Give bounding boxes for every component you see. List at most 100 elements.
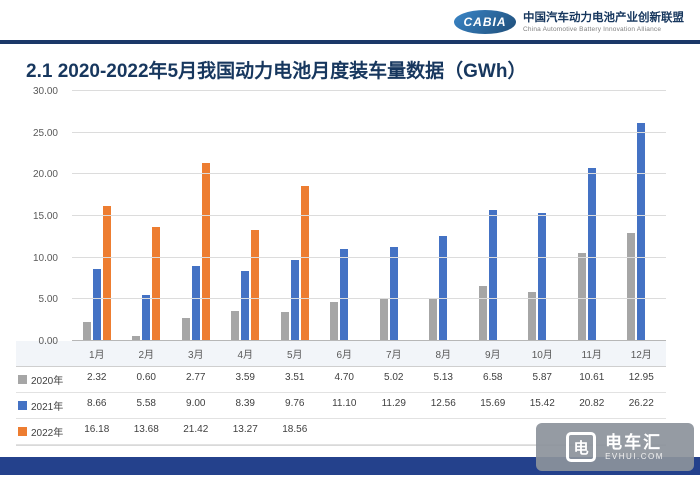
value-cell <box>369 419 419 444</box>
bar <box>191 266 200 341</box>
y-tick-label: 0.00 <box>38 336 58 347</box>
bar <box>102 206 111 341</box>
month-label: 6月 <box>336 350 353 361</box>
value-cell: 5.13 <box>433 372 453 383</box>
bar-group <box>518 91 568 341</box>
bar-group <box>320 91 370 341</box>
bar <box>577 252 586 341</box>
bar <box>82 321 91 341</box>
cabia-logo-icon: CABIA <box>454 10 516 34</box>
page-title: 2.1 2020-2022年5月我国动力电池月度装车量数据（GWh） <box>26 61 527 82</box>
bar-groups <box>72 91 666 341</box>
bar-group <box>72 91 122 341</box>
bar-group <box>122 91 172 341</box>
bar <box>290 259 299 341</box>
value-cell: 9.00 <box>186 398 206 409</box>
bar <box>201 162 210 341</box>
org-name-block: 中国汽车动力电池产业创新联盟 China Automotive Battery … <box>523 11 684 34</box>
value-cell: 5.87 <box>532 372 552 383</box>
y-axis-labels: 0.00 5.00 10.00 15.00 20.00 25.00 30.00 <box>16 86 64 347</box>
bar <box>92 268 101 341</box>
value-cell: 5.58 <box>136 398 156 409</box>
month-label: 7月 <box>385 350 402 361</box>
table-row: 2022年 16.18 13.68 21.42 13.27 18.56 <box>16 419 666 445</box>
month-label: 5月 <box>286 350 303 361</box>
bar <box>280 311 289 341</box>
top-divider <box>0 40 700 44</box>
gridline <box>72 340 666 341</box>
series-label-cell: 2021年 <box>16 393 72 418</box>
value-cell: 20.82 <box>579 398 605 409</box>
month-label: 3月 <box>187 350 204 361</box>
data-table: 1月 2月 3月 4月 5月 6月 7月 8月 9月 10月 11月 12月 2020年 2.32 0.60… <box>16 341 666 446</box>
watermark-brand: 电车汇 <box>605 432 663 452</box>
watermark-text: 电车汇 EVHUI.COM <box>605 433 664 462</box>
value-cell: 12.95 <box>628 372 654 383</box>
bar-group <box>221 91 271 341</box>
value-cell: 4.70 <box>334 372 354 383</box>
legend-swatch <box>18 401 27 410</box>
cabia-logo: CABIA 中国汽车动力电池产业创新联盟 China Automotive Ba… <box>454 10 684 34</box>
y-tick-label: 25.00 <box>32 127 58 139</box>
value-cell: 11.29 <box>381 398 406 409</box>
table-row: 2021年 8.66 5.58 9.00 8.39 9.76 11.10 11.29 12.56… <box>16 393 666 419</box>
value-cell: 21.42 <box>183 424 209 435</box>
bar <box>478 286 487 341</box>
bar <box>439 236 448 341</box>
bar <box>340 248 349 341</box>
value-cell: 6.58 <box>483 372 503 383</box>
bar <box>587 167 596 341</box>
value-cell: 11.10 <box>332 398 357 409</box>
y-tick-label: 30.00 <box>32 86 58 97</box>
value-cell: 3.59 <box>235 372 255 383</box>
bar <box>142 294 151 341</box>
bar <box>181 317 190 341</box>
table-header-row: 1月 2月 3月 4月 5月 6月 7月 8月 9月 10月 11月 12月 <box>16 341 666 367</box>
bar <box>379 299 388 341</box>
footer-bar <box>0 457 700 475</box>
gridline <box>72 90 666 91</box>
org-name-cn: 中国汽车动力电池产业创新联盟 <box>523 11 684 24</box>
bar <box>389 246 398 341</box>
org-name-en: China Automotive Battery Innovation Alli… <box>523 25 662 33</box>
bar-group <box>270 91 320 341</box>
value-cell: 2.32 <box>87 372 107 383</box>
bar-group <box>617 91 667 341</box>
bar <box>152 227 161 341</box>
month-label: 1月 <box>88 350 105 361</box>
watermark-domain: EVHUI.COM <box>605 452 664 462</box>
bar <box>330 301 339 341</box>
month-label: 11月 <box>581 350 602 361</box>
value-cell: 15.42 <box>529 398 555 409</box>
bar <box>132 336 141 341</box>
watermark: 电 电车汇 EVHUI.COM <box>536 423 694 471</box>
bar-group <box>567 91 617 341</box>
table-row: 2020年 2.32 0.60 2.77 3.59 3.51 4.70 5.02 5.13 6.5… <box>16 367 666 393</box>
series-name: 2022年 <box>31 428 64 439</box>
legend-swatch <box>18 427 27 436</box>
gridline <box>72 131 666 133</box>
series-name: 2020年 <box>31 376 64 387</box>
legend-swatch <box>18 375 27 384</box>
gridline <box>72 298 666 300</box>
bar-chart: 0.00 5.00 10.00 15.00 20.00 25.00 30.00 1月 2月 3月… <box>16 86 666 446</box>
value-cell: 18.56 <box>282 424 308 435</box>
bar <box>251 230 260 341</box>
value-cell <box>320 419 370 444</box>
month-label: 10月 <box>531 350 553 361</box>
value-cell: 0.60 <box>136 372 156 383</box>
plot-area: 0.00 5.00 10.00 15.00 20.00 25.00 30.00 <box>33 86 666 347</box>
bar-group <box>419 91 469 341</box>
month-label: 4月 <box>237 350 254 361</box>
bar <box>488 210 497 341</box>
value-cell <box>419 419 469 444</box>
bar-group <box>171 91 221 341</box>
series-label-cell: 2022年 <box>16 419 72 444</box>
value-cell: 13.27 <box>232 424 258 435</box>
month-label: 8月 <box>435 350 452 361</box>
bar <box>429 298 438 341</box>
y-tick-label: 10.00 <box>32 252 58 264</box>
series-name: 2021年 <box>31 402 64 413</box>
value-cell: 13.68 <box>133 424 159 435</box>
